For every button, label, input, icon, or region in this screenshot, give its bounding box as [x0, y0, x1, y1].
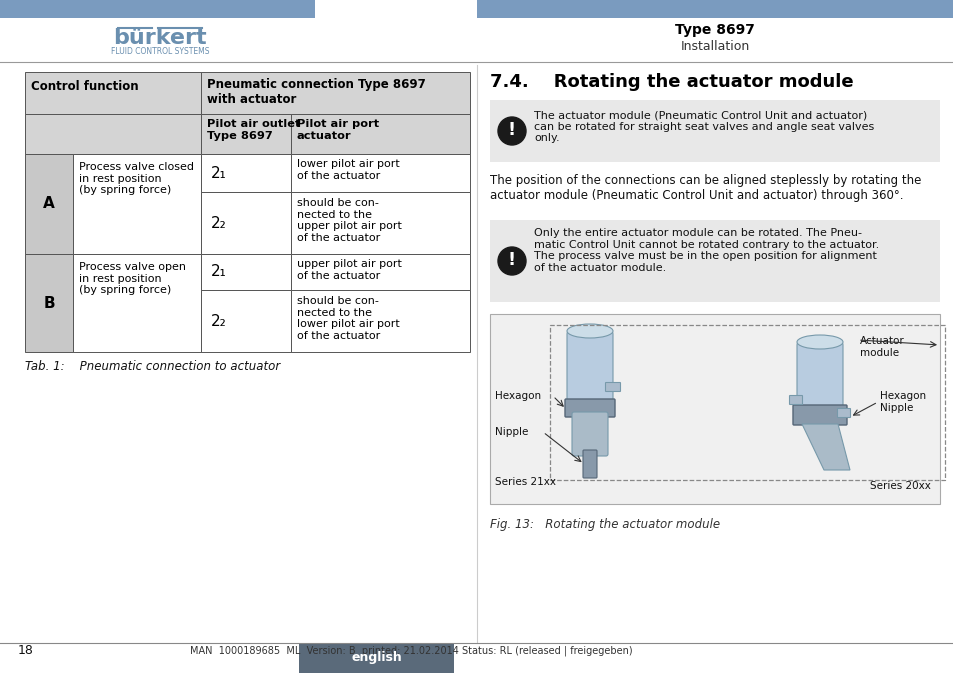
FancyBboxPatch shape: [564, 399, 615, 417]
Text: FLUID CONTROL SYSTEMS: FLUID CONTROL SYSTEMS: [111, 48, 209, 57]
FancyBboxPatch shape: [796, 342, 842, 413]
Text: Actuator: Actuator: [859, 336, 903, 346]
FancyBboxPatch shape: [789, 396, 801, 404]
Text: Hexagon: Hexagon: [879, 391, 925, 401]
Circle shape: [497, 247, 525, 275]
Text: !: !: [507, 121, 516, 139]
Bar: [0, 0, 314, 18]
Bar: [490, 100, 939, 162]
Text: Process valve closed
in rest position
(by spring force): Process valve closed in rest position (b…: [79, 162, 193, 195]
Bar: [201, 72, 470, 114]
Text: Pilot air port
actuator: Pilot air port actuator: [296, 119, 378, 141]
Text: !: !: [507, 251, 516, 269]
Bar: [291, 192, 470, 254]
Bar: [25, 154, 73, 254]
Bar: [25, 72, 201, 114]
Text: Fig. 13:   Rotating the actuator module: Fig. 13: Rotating the actuator module: [490, 518, 720, 531]
Bar: [299, 643, 454, 673]
Text: english: english: [352, 651, 402, 664]
Bar: [201, 290, 291, 352]
Text: 18: 18: [18, 645, 34, 658]
Bar: [25, 254, 73, 352]
Text: B: B: [43, 295, 54, 310]
Text: A: A: [43, 197, 55, 211]
Text: upper pilot air port
of the actuator: upper pilot air port of the actuator: [296, 259, 401, 281]
Text: 2₁: 2₁: [211, 264, 227, 279]
Text: The position of the connections can be aligned steplessly by rotating the
actuat: The position of the connections can be a…: [490, 174, 921, 202]
Text: should be con-
nected to the
lower pilot air port
of the actuator: should be con- nected to the lower pilot…: [296, 296, 399, 341]
Text: Type 8697: Type 8697: [675, 23, 754, 37]
Text: The actuator module (Pneumatic Control Unit and actuator)
can be rotated for str: The actuator module (Pneumatic Control U…: [534, 110, 873, 143]
Bar: [550, 325, 944, 480]
Bar: [73, 154, 201, 254]
FancyBboxPatch shape: [792, 405, 846, 425]
Text: Pneumatic connection Type 8697
with actuator: Pneumatic connection Type 8697 with actu…: [207, 78, 425, 106]
Ellipse shape: [566, 324, 613, 338]
Text: Only the entire actuator module can be rotated. The Pneu-
matic Control Unit can: Only the entire actuator module can be r…: [534, 228, 879, 273]
FancyBboxPatch shape: [582, 450, 597, 478]
Text: Nipple: Nipple: [495, 427, 528, 437]
Text: lower pilot air port
of the actuator: lower pilot air port of the actuator: [296, 159, 399, 180]
Bar: [201, 114, 291, 154]
Text: Process valve open
in rest position
(by spring force): Process valve open in rest position (by …: [79, 262, 186, 295]
Text: 7.4.    Rotating the actuator module: 7.4. Rotating the actuator module: [490, 73, 853, 91]
FancyBboxPatch shape: [837, 409, 850, 417]
Bar: [291, 114, 470, 154]
Text: Tab. 1:    Pneumatic connection to actuator: Tab. 1: Pneumatic connection to actuator: [25, 360, 280, 373]
Text: 2₂: 2₂: [211, 314, 227, 328]
Bar: [201, 254, 291, 290]
Bar: [291, 154, 470, 192]
Text: 2₂: 2₂: [211, 215, 227, 230]
Bar: [25, 114, 201, 154]
Bar: [291, 290, 470, 352]
Text: Pilot air outlet
Type 8697: Pilot air outlet Type 8697: [207, 119, 300, 141]
FancyBboxPatch shape: [605, 382, 619, 392]
Text: should be con-
nected to the
upper pilot air port
of the actuator: should be con- nected to the upper pilot…: [296, 198, 401, 243]
Text: Installation: Installation: [679, 40, 749, 52]
FancyBboxPatch shape: [572, 412, 607, 456]
Bar: [490, 220, 939, 302]
Text: Nipple: Nipple: [879, 403, 912, 413]
Text: Hexagon: Hexagon: [495, 391, 540, 401]
Bar: [201, 154, 291, 192]
Text: Series 20xx: Series 20xx: [869, 481, 930, 491]
Bar: [490, 314, 939, 504]
Text: bürkert: bürkert: [113, 28, 207, 48]
Circle shape: [497, 117, 525, 145]
Text: Series 21xx: Series 21xx: [495, 477, 556, 487]
Ellipse shape: [796, 335, 842, 349]
FancyBboxPatch shape: [566, 331, 613, 407]
Bar: [291, 254, 470, 290]
Polygon shape: [801, 424, 849, 470]
Bar: [73, 254, 201, 352]
Bar: [201, 192, 291, 254]
Bar: [476, 0, 953, 18]
Text: MAN  1000189685  ML  Version: B  printed: 21.02.2014 Status: RL (released | frei: MAN 1000189685 ML Version: B printed: 21…: [190, 646, 632, 656]
Text: module: module: [859, 348, 898, 358]
Text: Control function: Control function: [30, 80, 138, 93]
Text: 2₁: 2₁: [211, 166, 227, 180]
